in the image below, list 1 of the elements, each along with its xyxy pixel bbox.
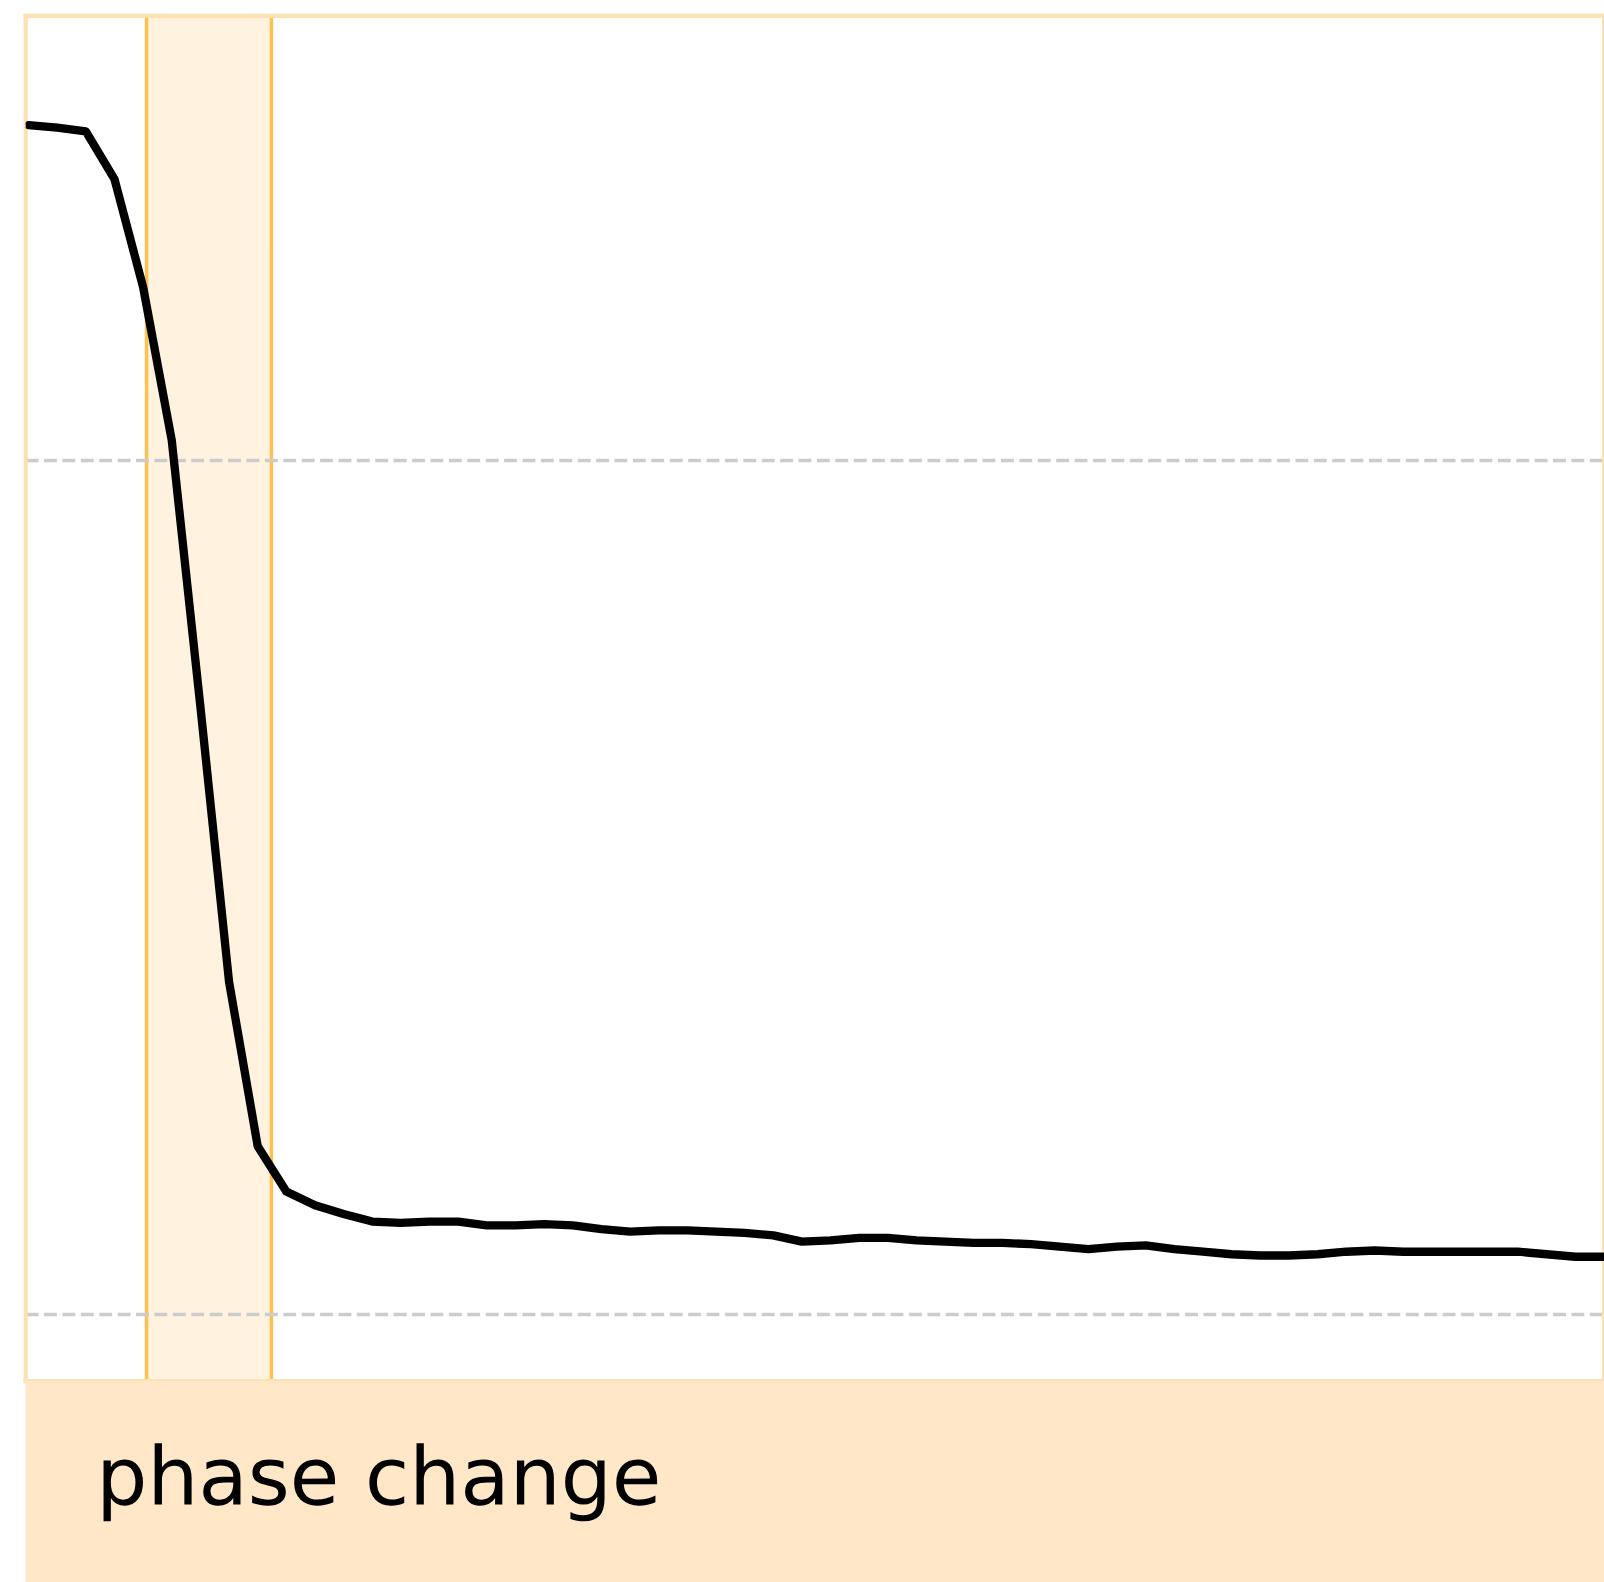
text: phase change [103,1443,658,1522]
